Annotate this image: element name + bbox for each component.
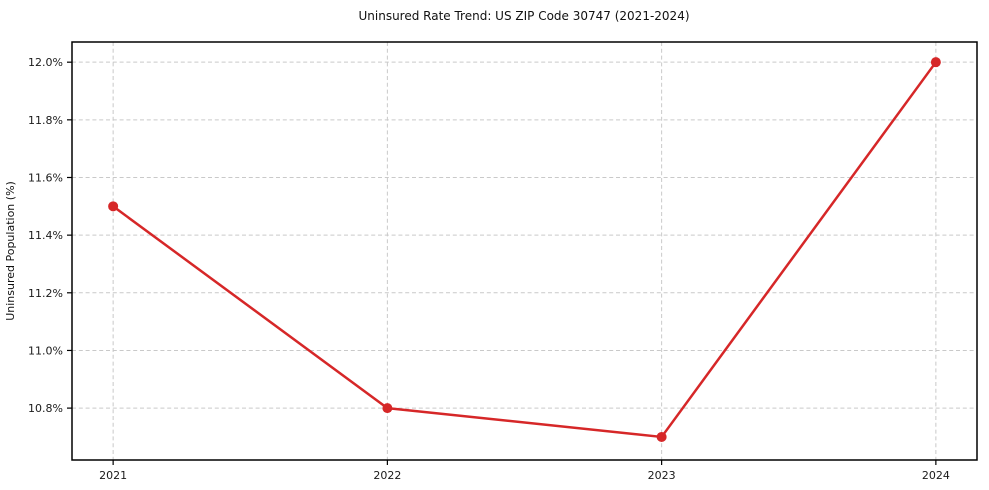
chart-title: Uninsured Rate Trend: US ZIP Code 30747 … [358,9,689,23]
y-axis-label: Uninsured Population (%) [4,181,17,321]
trend-line [111,60,938,439]
plot-border [71,41,978,461]
data-point [930,57,941,68]
y-tick-label: 11.4% [28,229,63,242]
y-tick-label: 11.0% [28,344,63,357]
x-tick-label: 2022 [373,469,401,482]
y-tick-label: 12.0% [28,56,63,69]
x-tick-label: 2021 [99,469,127,482]
y-tick-label: 11.2% [28,287,63,300]
data-point [108,201,119,212]
data-point [382,403,393,414]
y-tick-label: 11.8% [28,114,63,127]
x-tick-label: 2024 [922,469,950,482]
y-tick-label: 11.6% [28,171,63,184]
x-tick-label: 2023 [648,469,676,482]
plot-area: 10.8% 11.0% 11.2% 11.4% 11.6% 11.8% 12.0% 2021 2… [28,41,978,482]
y-tick-label: 10.8% [28,402,63,415]
data-point [656,431,667,442]
